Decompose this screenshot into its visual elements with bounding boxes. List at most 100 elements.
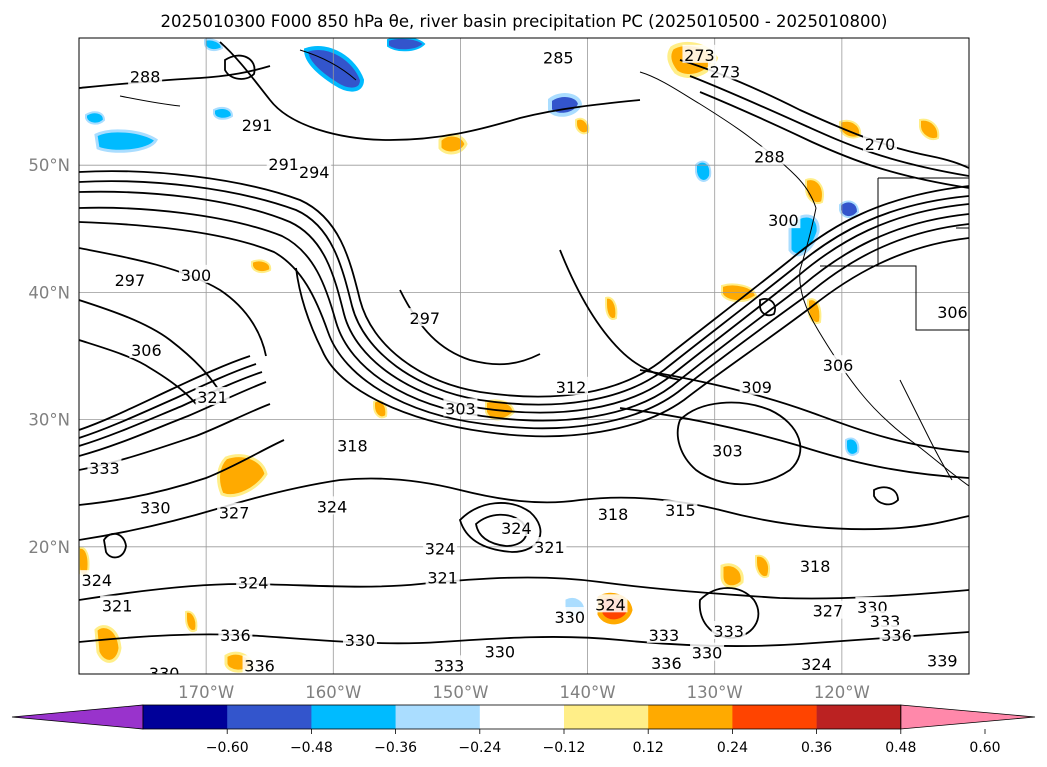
contour-line	[79, 381, 267, 457]
contour-label: 330	[345, 631, 376, 650]
contour-label-bg	[593, 594, 628, 613]
contour-label-bg	[532, 537, 567, 556]
contour-line	[103, 532, 127, 559]
precip-patch	[919, 118, 940, 140]
contour-label: 318	[598, 505, 629, 524]
contour-label-bg	[423, 538, 458, 557]
lat-tick-label: 40°N	[28, 283, 70, 302]
contour-label: 294	[299, 163, 330, 182]
contour-label-bg	[315, 496, 350, 515]
contour-label-bg	[431, 655, 466, 674]
colorbar-segment	[227, 705, 312, 729]
contour-label-bg	[242, 655, 277, 674]
contour-label: 297	[115, 271, 146, 290]
contour-label-bg	[798, 556, 833, 575]
theta-e-contours	[79, 41, 969, 647]
colorbar-tick-label: 0.36	[801, 740, 832, 756]
precip-patch	[548, 93, 583, 117]
colorbar-segment	[564, 705, 649, 729]
contour-label: 309	[741, 378, 772, 397]
contour-line	[79, 221, 969, 430]
colorbar-segment	[479, 705, 565, 729]
lon-tick-label: 170°W	[178, 683, 234, 702]
colorbar-frame	[142, 704, 902, 730]
contour-label-bg	[217, 502, 252, 521]
contour-line	[689, 75, 969, 177]
contour-label-bg	[342, 629, 377, 648]
colorbar-tick-label: −0.60	[206, 740, 249, 756]
contour-label: 324	[238, 574, 269, 593]
contour-label: 339	[927, 651, 958, 670]
contour-label: 336	[651, 654, 682, 673]
contour-line	[79, 190, 969, 414]
contour-label-bg	[646, 624, 681, 643]
contour-label-bg	[707, 61, 742, 80]
contour-line	[759, 298, 776, 317]
colorbar-segment	[732, 705, 817, 729]
colorbar-segment	[311, 705, 396, 729]
colorbar: −0.60 −0.48 −0.36 −0.24 −0.12 0.12 0.24 0.36 0.4…	[11, 704, 1036, 756]
precip-patch	[720, 563, 744, 589]
contour-label: 336	[244, 656, 275, 675]
contour-line	[219, 41, 641, 141]
precip-patch	[695, 160, 712, 182]
contour-line	[559, 249, 681, 381]
contour-line	[79, 576, 969, 601]
contour-label-bg	[649, 652, 684, 671]
colorbar-segment	[395, 705, 481, 729]
contour-label: 321	[427, 569, 458, 588]
colorbar-tick-label: −0.36	[374, 740, 417, 756]
precip-patch	[303, 46, 365, 92]
colorbar-min-extend	[11, 704, 144, 730]
contour-label-bg	[863, 133, 897, 152]
contour-line	[79, 439, 285, 506]
contour-label: 318	[800, 557, 831, 576]
contour-line	[79, 65, 271, 89]
contour-label: 321	[102, 597, 133, 616]
map-title: 2025010300 F000 850 hPa θe, river basin …	[161, 12, 888, 31]
precip-patch	[387, 38, 426, 52]
lon-tick-label: 120°W	[814, 683, 870, 702]
contour-label-bg	[335, 435, 370, 454]
contour-line	[79, 299, 221, 393]
contour-line	[639, 369, 969, 453]
contour-label-bg	[752, 146, 787, 165]
contour-label-bg	[766, 210, 801, 229]
contour-label: 291	[242, 116, 273, 135]
contour-label-bg	[100, 595, 135, 614]
contour-label: 336	[881, 626, 912, 645]
contour-label-bg	[739, 376, 774, 395]
contour-label-bg	[499, 517, 534, 536]
contour-label: 333	[434, 656, 465, 675]
contour-line	[458, 502, 542, 553]
contour-label-bg	[799, 654, 834, 673]
contour-label: 315	[665, 501, 696, 520]
lon-tick-label: 150°W	[432, 683, 488, 702]
contour-line	[873, 486, 899, 506]
contour-line	[698, 587, 760, 639]
contour-label-bg	[596, 504, 630, 522]
baja-california	[899, 379, 953, 481]
lat-tick-label: 50°N	[28, 156, 70, 175]
contour-label: 306	[937, 303, 968, 322]
contour-label-bg	[240, 114, 274, 133]
contour-label: 330	[149, 664, 180, 683]
colorbar-max-extend	[900, 704, 1036, 730]
precip-patch	[805, 178, 824, 204]
contour-label-bg	[87, 458, 122, 477]
contour-line	[79, 339, 197, 405]
contour-label-bg	[443, 398, 478, 417]
contour-label-bg	[663, 500, 698, 519]
contour-label-bg	[138, 497, 173, 516]
contour-label: 330	[140, 499, 171, 518]
contour-label: 333	[713, 622, 744, 641]
precip-patch	[438, 133, 468, 155]
contour-line	[475, 513, 528, 547]
contour-label: 327	[813, 602, 844, 621]
colorbar-tick-label: −0.12	[543, 740, 586, 756]
contour-label: 306	[131, 341, 162, 360]
colorbar-segment	[143, 705, 228, 729]
